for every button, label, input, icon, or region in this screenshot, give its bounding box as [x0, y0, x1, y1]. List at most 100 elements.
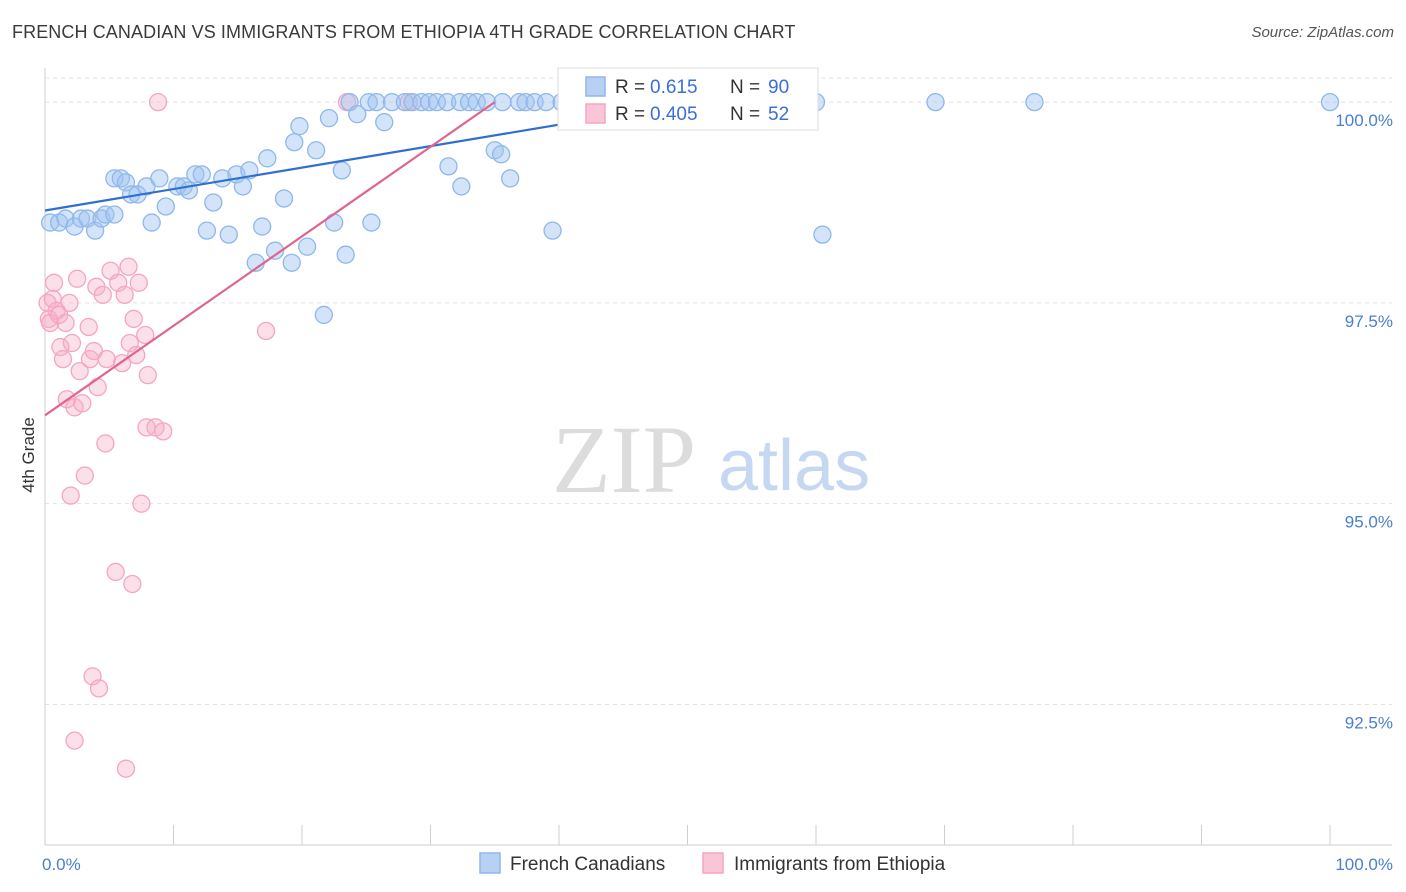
watermark-atlas: atlas: [718, 426, 870, 506]
legend-n-label-2: N =: [730, 104, 760, 125]
trend-lines: [44, 84, 791, 417]
french-canadian-point: [274, 189, 294, 208]
french-canadian-point: [324, 213, 344, 232]
french-canadian-point: [412, 92, 431, 112]
ethiopia-point: [136, 325, 155, 345]
french-canadian-point: [233, 177, 253, 196]
ethiopia-point: [106, 562, 125, 582]
series-ethiopia-points: [38, 92, 418, 778]
french-canadian-point: [492, 145, 511, 164]
french-canadian-point: [439, 157, 458, 176]
french-canadian-point: [219, 225, 238, 244]
french-canadian-point: [192, 165, 211, 184]
ethiopia-point: [132, 494, 151, 513]
ethiopia-point: [73, 394, 92, 413]
french-canadian-point: [537, 92, 556, 112]
french-canadian-point: [510, 92, 529, 112]
ethiopia-point: [65, 731, 84, 750]
series-legend-label-pink: Immigrants from Ethiopia: [734, 854, 946, 875]
french-canadian-point: [543, 221, 562, 240]
french-canadian-point: [438, 92, 457, 112]
french-canadian-point: [253, 217, 272, 236]
french-canadian-point: [1320, 92, 1340, 112]
french-canadian-point: [926, 92, 945, 112]
ethiopia-point: [79, 317, 98, 337]
ethiopia-point: [53, 349, 73, 369]
y-tick-label: 95.0%: [1345, 513, 1393, 532]
ethiopia-point: [44, 273, 64, 292]
series-legend-swatch-blue: [479, 852, 501, 874]
ethiopia-point: [97, 349, 116, 369]
french-canadian-point: [186, 165, 205, 184]
ethiopia-point: [96, 434, 115, 453]
axes: 92.5% 95.0% 97.5% 100.0% 0.0% 100.0%: [42, 68, 1393, 874]
legend-n-value-1: 90: [768, 77, 789, 98]
source-credit: Source: ZipAtlas.com: [1251, 24, 1394, 41]
series-legend-swatch-pink: [702, 852, 724, 874]
legend-n-label-1: N =: [730, 77, 760, 98]
french-canadian-point: [427, 92, 447, 112]
ethiopia-point: [60, 293, 79, 313]
french-canadian-point: [71, 209, 91, 228]
french-canadian-point: [501, 169, 520, 188]
french-canadian-point: [452, 177, 471, 196]
french-canadian-point: [813, 225, 832, 244]
french-canadian-point: [285, 133, 304, 152]
ethiopia-point: [256, 321, 276, 341]
ethiopia-point: [154, 422, 173, 441]
french-canadian-point: [336, 245, 355, 264]
legend-r-label-1: R =: [615, 77, 645, 98]
ethiopia-point: [124, 309, 143, 329]
french-canadian-point: [156, 197, 175, 216]
legend-r-value-2: 0.405: [650, 104, 698, 125]
ethiopia-point: [62, 333, 82, 353]
legend-r-value-1: 0.615: [650, 77, 698, 98]
french-canadian-point: [105, 169, 124, 188]
legend-swatch-pink: [585, 103, 606, 124]
french-canadian-point: [382, 92, 402, 112]
ethiopia-point: [67, 269, 87, 288]
ethiopia-trend-line: [44, 101, 496, 417]
french-canadian-point: [359, 92, 378, 112]
french-canadian-point: [367, 92, 386, 112]
french-canadian-point: [258, 149, 277, 168]
x-tick-label: 100.0%: [1335, 855, 1393, 874]
french-canadian-point: [459, 92, 479, 112]
ethiopia-point: [129, 273, 148, 292]
ethiopia-point: [138, 366, 157, 385]
french-canadian-point: [150, 169, 169, 188]
french-canadian-point: [332, 161, 351, 180]
ethiopia-point: [93, 285, 112, 304]
series-legend: French Canadians Immigrants from Ethiopi…: [479, 852, 946, 875]
watermark-zip: ZIP: [552, 406, 696, 513]
y-tick-label: 97.5%: [1345, 312, 1393, 331]
french-canadian-point: [314, 305, 333, 325]
french-canadian-point: [297, 237, 317, 256]
ethiopia-point: [89, 679, 109, 698]
chart-title: FRENCH CANADIAN VS IMMIGRANTS FROM ETHIO…: [12, 22, 796, 42]
ethiopia-point: [116, 759, 136, 778]
french-canadian-point: [306, 141, 326, 160]
french-canadian-point: [362, 213, 381, 232]
y-tick-label: 92.5%: [1345, 713, 1393, 732]
french-canadian-point: [375, 113, 394, 132]
ethiopia-point: [88, 378, 107, 397]
ethiopia-point: [70, 361, 89, 381]
ethiopia-point: [123, 574, 142, 594]
french-canadian-point: [1025, 92, 1044, 112]
legend-r-label-2: R =: [615, 104, 645, 125]
series-legend-label-blue: French Canadians: [510, 854, 665, 875]
french-canadian-point: [319, 109, 339, 128]
french-canadian-point: [265, 241, 285, 260]
ethiopia-point: [148, 92, 168, 112]
french-canadian-point: [116, 173, 136, 192]
ethiopia-point: [61, 486, 80, 505]
french-canadian-point: [348, 104, 367, 124]
french-canadian-point: [105, 205, 124, 224]
french-canadian-point: [204, 193, 223, 212]
french-canadian-point: [142, 213, 161, 232]
ethiopia-point: [119, 257, 138, 276]
french-canadian-point: [467, 92, 486, 112]
french-canadian-point: [197, 221, 217, 240]
